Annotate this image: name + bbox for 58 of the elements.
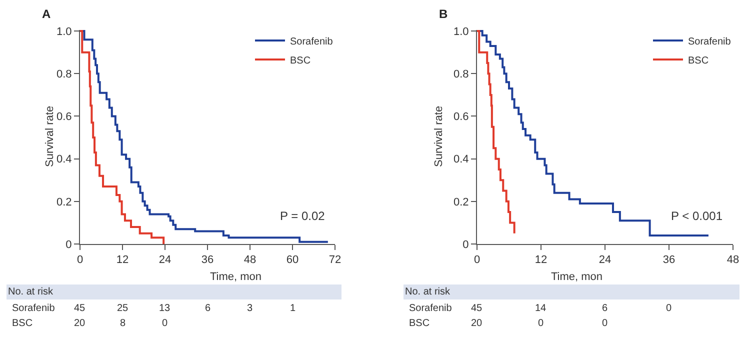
legend-label: BSC <box>688 55 709 66</box>
x-tick-label: 24 <box>598 254 612 266</box>
legend-label: BSC <box>290 55 311 66</box>
y-tick-label: 0.8 <box>454 68 469 80</box>
x-tick-label: 0 <box>474 254 480 266</box>
chart-title: A <box>42 7 51 21</box>
y-tick-label: 0.2 <box>454 196 469 208</box>
x-tick-label: 36 <box>662 254 676 266</box>
legend-label: Sorafenib <box>290 36 334 48</box>
y-tick-label: 0.2 <box>56 196 72 208</box>
text: 0 <box>666 303 672 314</box>
x-tick-label: 12 <box>534 254 548 266</box>
text: 45 <box>74 303 86 314</box>
text: 20 <box>471 318 483 329</box>
text: Sorafenib <box>409 303 452 314</box>
text: BSC <box>12 318 33 329</box>
chart-title: B <box>439 7 448 21</box>
y-tick-label: 0 <box>66 238 72 251</box>
y-tick-label: 0 <box>462 238 469 251</box>
y-tick-label: 0.4 <box>56 154 72 166</box>
x-axis-title: Time, mon <box>210 271 262 283</box>
annotation: P < 0.001 <box>671 209 723 223</box>
y-axis-title: Survival rate <box>433 106 445 167</box>
text: 6 <box>602 303 608 314</box>
x-axis-title: Time, mon <box>551 271 603 283</box>
text: BSC <box>409 318 430 329</box>
text: 20 <box>74 318 86 329</box>
x-tick-label: 36 <box>201 254 214 266</box>
legend-label: Sorafenib <box>688 36 732 48</box>
text: 0 <box>602 318 608 329</box>
x-tick-label: 12 <box>116 254 129 266</box>
text: 3 <box>247 303 253 314</box>
y-tick-label: 0.4 <box>454 154 469 166</box>
y-tick-label: 0.8 <box>56 68 72 80</box>
y-tick-label: 0.6 <box>56 111 72 124</box>
text: No. at risk <box>405 286 452 298</box>
text: 25 <box>117 303 129 314</box>
y-tick-label: 1.0 <box>454 26 469 38</box>
text: 14 <box>535 303 547 314</box>
annotation: P = 0.02 <box>280 209 326 223</box>
x-tick-label: 48 <box>244 254 256 266</box>
x-tick-label: 24 <box>158 254 172 266</box>
y-tick-label: 1.0 <box>56 26 72 38</box>
text: Sorafenib <box>12 303 56 314</box>
text: 0 <box>538 318 544 329</box>
text: 8 <box>120 318 126 329</box>
y-axis-title: Survival rate <box>44 106 56 167</box>
text: 0 <box>162 318 168 329</box>
text: 45 <box>471 303 483 314</box>
x-tick-label: 72 <box>328 254 342 266</box>
y-tick-label: 0.6 <box>454 111 469 124</box>
x-tick-label: 48 <box>726 254 740 266</box>
x-tick-label: 0 <box>76 254 84 266</box>
text: No. at risk <box>8 286 54 298</box>
text: 13 <box>159 303 171 314</box>
x-tick-label: 60 <box>286 254 299 266</box>
text: 6 <box>205 303 211 314</box>
text: 1 <box>290 303 296 314</box>
